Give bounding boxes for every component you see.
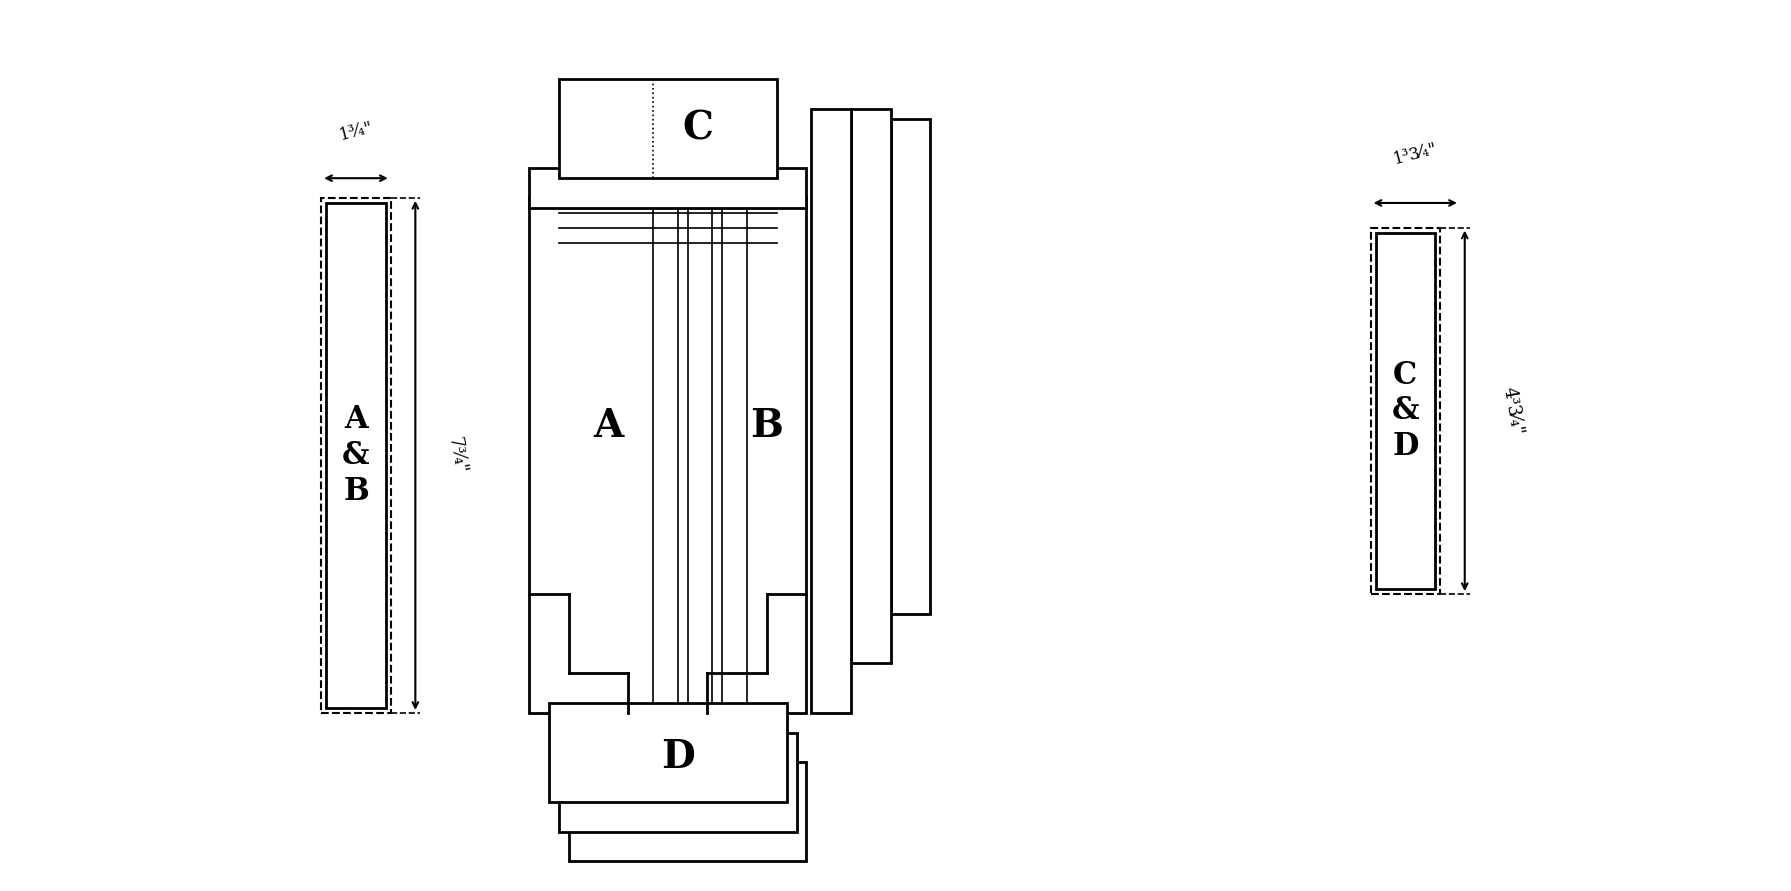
Bar	[550, 703, 786, 802]
Bar	[1370, 228, 1440, 594]
Text: A: A	[593, 406, 623, 445]
Bar	[559, 79, 777, 178]
Text: C
&
D: C & D	[1392, 360, 1418, 462]
Text: B: B	[750, 406, 783, 445]
Bar	[321, 198, 390, 713]
Bar	[688, 198, 713, 713]
Text: 7³⁄₄": 7³⁄₄"	[444, 436, 469, 475]
Text: 1³⁄₄": 1³⁄₄"	[337, 119, 374, 143]
Bar	[851, 109, 890, 663]
Text: 1³3⁄₄": 1³3⁄₄"	[1392, 140, 1440, 168]
Bar	[528, 168, 806, 208]
Bar	[722, 198, 747, 713]
Bar	[811, 109, 851, 713]
Bar	[528, 198, 806, 713]
Bar	[326, 203, 385, 707]
Text: D: D	[661, 739, 695, 776]
Bar	[1375, 233, 1435, 589]
Bar	[654, 198, 677, 713]
Text: A
&
B: A & B	[342, 405, 369, 507]
Bar	[890, 119, 930, 614]
Text: C: C	[682, 110, 713, 148]
Bar	[570, 763, 806, 862]
Bar	[559, 732, 797, 831]
Text: 4³3⁄₄": 4³3⁄₄"	[1499, 386, 1526, 437]
